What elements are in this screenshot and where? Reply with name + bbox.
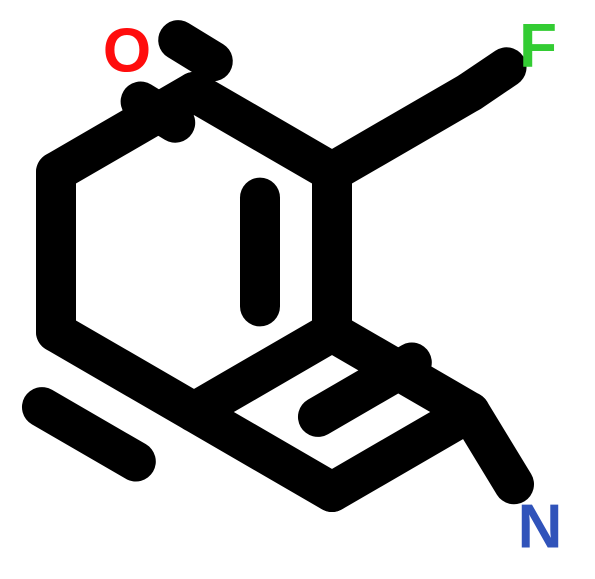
atom-label-f: F [519, 12, 557, 81]
atom-label-o: O [103, 17, 151, 86]
atom-label-n: N [518, 493, 563, 562]
molecule-diagram: O F N [0, 0, 595, 579]
